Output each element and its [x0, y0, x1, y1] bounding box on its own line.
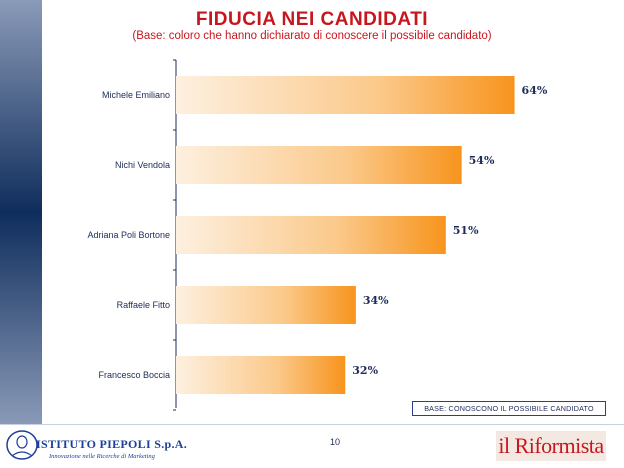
category-label: Francesco Boccia	[98, 370, 170, 380]
category-label: Michele Emiliano	[102, 90, 170, 100]
bar	[176, 146, 462, 184]
piepoli-logo-name: ISTITUTO PIEPOLI S.p.A.	[36, 437, 188, 451]
istituto-piepoli-logo	[4, 428, 174, 466]
value-label: 64%	[522, 84, 548, 97]
page-number: 10	[330, 437, 341, 447]
chart-subtitle: (Base: coloro che hanno dichiarato di co…	[132, 30, 492, 42]
bar	[176, 286, 356, 324]
category-label: Adriana Poli Bortone	[87, 230, 170, 240]
footer-divider	[0, 424, 624, 425]
value-label: 54%	[469, 154, 495, 167]
value-label: 51%	[453, 224, 479, 237]
bar	[176, 356, 346, 394]
bar	[176, 216, 446, 254]
category-label: Nichi Vendola	[115, 160, 170, 170]
value-label: 32%	[352, 364, 378, 377]
piepoli-logo-tagline: Innovazione nelle Ricerche di Marketing	[49, 453, 155, 460]
base-note-box: BASE: CONOSCONO IL POSSIBILE CANDIDATO	[412, 401, 606, 416]
side-decoration-bar	[0, 0, 42, 425]
il-riformista-logo: il Riformista	[496, 431, 606, 461]
category-label: Raffaele Fitto	[117, 300, 170, 310]
value-label: 34%	[363, 294, 389, 307]
chart-title: FIDUCIA NEI CANDIDATI	[195, 9, 429, 30]
piepoli-emblem-icon	[6, 430, 38, 460]
bar	[176, 76, 515, 114]
